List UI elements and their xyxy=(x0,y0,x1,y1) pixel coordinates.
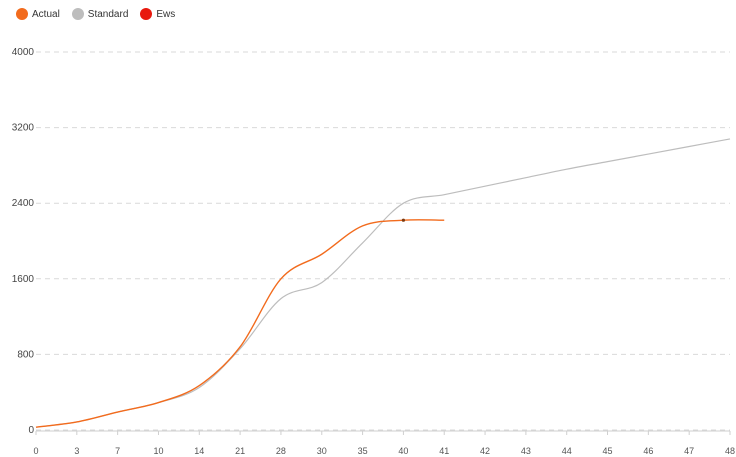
series-line-standard xyxy=(36,139,730,427)
x-tick-label: 35 xyxy=(358,446,368,456)
y-tick-label: 4000 xyxy=(12,47,35,58)
x-tick-label: 41 xyxy=(439,446,449,456)
x-tick-label: 45 xyxy=(603,446,613,456)
x-tick-label: 47 xyxy=(684,446,694,456)
y-tick-label: 800 xyxy=(17,349,34,360)
x-tick-label: 7 xyxy=(115,446,120,456)
y-tick-label: 1600 xyxy=(12,274,35,285)
x-tick-label: 3 xyxy=(74,446,79,456)
x-tick-label: 21 xyxy=(235,446,245,456)
x-tick-label: 44 xyxy=(562,446,572,456)
y-tick-label: 0 xyxy=(28,425,34,436)
x-tick-label: 0 xyxy=(33,446,38,456)
x-tick-label: 14 xyxy=(194,446,204,456)
series-line-actual xyxy=(36,220,444,427)
x-tick-label: 48 xyxy=(725,446,735,456)
x-tick-label: 46 xyxy=(643,446,653,456)
actual-point-marker xyxy=(402,219,405,222)
x-tick-label: 10 xyxy=(153,446,163,456)
x-tick-label: 40 xyxy=(398,446,408,456)
x-tick-label: 42 xyxy=(480,446,490,456)
y-tick-label: 2400 xyxy=(12,198,35,209)
y-tick-label: 3200 xyxy=(12,123,35,134)
x-tick-label: 28 xyxy=(276,446,286,456)
x-tick-label: 30 xyxy=(317,446,327,456)
x-tick-label: 43 xyxy=(521,446,531,456)
